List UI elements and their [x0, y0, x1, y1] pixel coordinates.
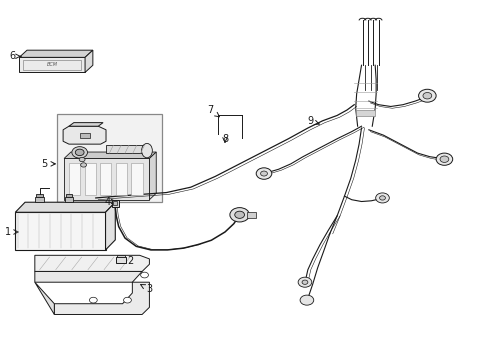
Text: 8: 8: [222, 134, 227, 144]
Circle shape: [435, 153, 452, 165]
Bar: [80, 133, 90, 138]
Bar: [69, 163, 80, 195]
Text: 5: 5: [41, 159, 55, 169]
Polygon shape: [85, 50, 93, 72]
Text: BCM: BCM: [46, 62, 58, 67]
Bar: [35, 197, 44, 202]
Polygon shape: [35, 255, 149, 271]
Polygon shape: [69, 123, 103, 126]
Circle shape: [141, 272, 148, 278]
Bar: [112, 200, 119, 207]
Bar: [131, 163, 142, 195]
Polygon shape: [35, 282, 54, 315]
Bar: [64, 158, 149, 200]
Bar: [117, 255, 125, 257]
Circle shape: [260, 171, 267, 176]
Polygon shape: [105, 202, 115, 250]
Polygon shape: [35, 271, 142, 282]
Bar: [116, 257, 126, 263]
Circle shape: [302, 280, 307, 284]
Circle shape: [229, 208, 249, 222]
Polygon shape: [64, 152, 156, 158]
Circle shape: [123, 297, 131, 303]
Bar: [65, 194, 72, 197]
Bar: [84, 163, 96, 195]
Ellipse shape: [142, 143, 152, 158]
Bar: [64, 197, 73, 202]
Text: 2: 2: [121, 256, 133, 266]
Bar: [57, 114, 161, 202]
Circle shape: [72, 147, 87, 158]
Bar: [19, 57, 85, 72]
Text: 1: 1: [5, 227, 18, 237]
Circle shape: [81, 163, 86, 167]
Text: 7: 7: [207, 105, 219, 117]
Circle shape: [298, 277, 311, 287]
Polygon shape: [63, 126, 106, 144]
Circle shape: [418, 89, 435, 102]
Circle shape: [375, 193, 388, 203]
Polygon shape: [15, 202, 115, 212]
Bar: [355, 111, 374, 116]
Circle shape: [422, 93, 431, 99]
Circle shape: [439, 156, 448, 162]
Bar: [113, 201, 117, 206]
Circle shape: [379, 196, 385, 200]
Bar: [100, 163, 111, 195]
Circle shape: [256, 168, 271, 179]
Circle shape: [234, 211, 244, 219]
Polygon shape: [19, 50, 93, 57]
Circle shape: [300, 295, 313, 305]
Circle shape: [79, 157, 85, 162]
Bar: [23, 59, 81, 70]
Text: 9: 9: [306, 116, 319, 126]
Text: 3: 3: [140, 284, 152, 294]
Polygon shape: [54, 282, 149, 315]
Bar: [116, 163, 127, 195]
Bar: [105, 145, 147, 153]
Bar: [15, 212, 105, 250]
Text: 4: 4: [105, 197, 116, 207]
Bar: [247, 212, 256, 218]
Circle shape: [75, 149, 84, 156]
Text: 6: 6: [9, 51, 21, 61]
Polygon shape: [149, 152, 156, 200]
Bar: [36, 194, 43, 197]
Circle shape: [89, 297, 97, 303]
